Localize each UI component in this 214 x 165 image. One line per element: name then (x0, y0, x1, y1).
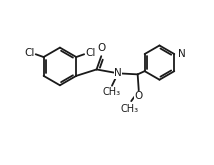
Text: CH₃: CH₃ (120, 104, 138, 114)
Text: Cl: Cl (24, 48, 35, 58)
Text: O: O (97, 43, 105, 53)
Text: CH₃: CH₃ (103, 87, 121, 97)
Text: N: N (114, 68, 122, 78)
Text: O: O (135, 91, 143, 101)
Text: Cl: Cl (85, 48, 96, 58)
Text: N: N (177, 49, 185, 59)
